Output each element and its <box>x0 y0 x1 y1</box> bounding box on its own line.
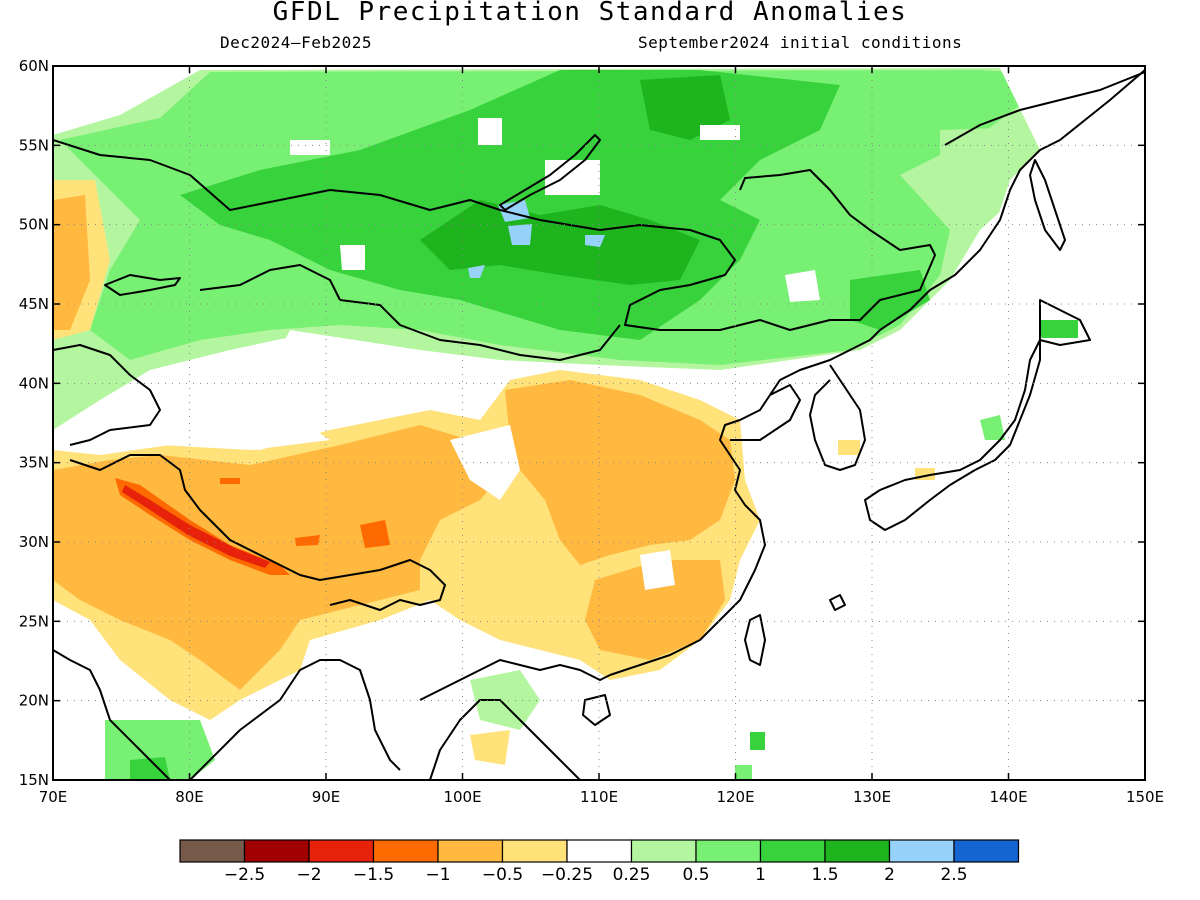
graticule <box>53 66 1145 780</box>
anomaly-region-neutral <box>478 118 502 145</box>
lat-tick-label: 55N <box>19 136 49 154</box>
anomaly-region-positive <box>470 670 540 730</box>
lon-tick-label: 90E <box>312 788 341 806</box>
axis-ticks: 15N 20N 25N 30N 35N 40N 45N 50N 55N 60N 70E 80E 90E 1… <box>19 57 1164 806</box>
anomaly-region-negative <box>295 535 320 546</box>
colorbar-swatch <box>759 839 826 863</box>
anomaly-region-positive <box>468 265 485 278</box>
lat-tick-label: 35N <box>19 454 49 472</box>
anomaly-region-neutral <box>275 340 298 365</box>
colorbar-swatch <box>372 839 439 863</box>
lat-tick-label: 60N <box>19 57 49 75</box>
lat-tick-label: 40N <box>19 374 49 392</box>
anomaly-region-neutral <box>700 125 740 140</box>
colorbar: −2.5 −2 −1.5 −1 −0.5 −0.25 0.25 0.5 1 1.5 2 2.5 <box>179 839 1020 885</box>
anomaly-region-neutral <box>450 425 520 500</box>
initial-conditions: September2024 initial conditions <box>638 33 963 52</box>
anomaly-region-positive <box>735 765 752 780</box>
colorbar-swatch <box>243 839 310 863</box>
anomaly-region-positive <box>420 200 700 285</box>
lat-tick-label: 50N <box>19 216 49 234</box>
anomaly-region-neutral <box>290 140 330 155</box>
lon-tick-label: 130E <box>853 788 891 806</box>
anomaly-region-positive <box>850 270 930 330</box>
anomaly-region-positive <box>508 224 532 245</box>
forecast-period: Dec2024–Feb2025 <box>220 33 372 52</box>
anomaly-region-positive <box>640 75 730 140</box>
anomaly-region-neutral <box>640 550 675 590</box>
anomaly-region-negative <box>53 425 505 690</box>
anomaly-region-negative <box>360 520 390 548</box>
colorbar-label: 1.5 <box>811 865 838 885</box>
anomaly-region-positive <box>750 732 765 750</box>
lat-tick-label: 30N <box>19 533 49 551</box>
colorbar-swatch <box>953 839 1020 863</box>
anomaly-region-neutral <box>270 330 440 380</box>
colorbar-swatch <box>630 839 697 863</box>
anomaly-region-negative <box>220 478 240 484</box>
map-title: GFDL Precipitation Standard Anomalies <box>272 0 908 27</box>
lon-tick-label: 100E <box>443 788 481 806</box>
anomaly-region-neutral <box>785 270 820 302</box>
lat-tick-label: 15N <box>19 771 49 789</box>
anomaly-region-negative <box>838 440 860 455</box>
colorbar-swatch <box>501 839 568 863</box>
colorbar-swatch <box>695 839 762 863</box>
colorbar-label: 0.25 <box>613 865 651 885</box>
anomaly-region-negative <box>585 560 725 660</box>
anomaly-region-positive <box>940 128 1000 160</box>
lat-tick-label: 20N <box>19 692 49 710</box>
colorbar-label: 0.5 <box>682 865 709 885</box>
lat-tick-label: 25N <box>19 612 49 630</box>
colorbar-label: −1.5 <box>353 865 394 885</box>
colorbar-swatch <box>179 839 246 863</box>
anomaly-region-neutral <box>700 68 1145 780</box>
anomaly-region-positive <box>980 415 1005 440</box>
lon-tick-label: 140E <box>989 788 1027 806</box>
colorbar-label: −1 <box>425 865 450 885</box>
colorbar-label: −2.5 <box>224 865 265 885</box>
anomaly-region-neutral <box>340 245 365 270</box>
colorbar-label: 2.5 <box>940 865 967 885</box>
colorbar-swatch <box>888 839 955 863</box>
anomaly-region-negative <box>122 485 270 568</box>
colorbar-swatch <box>308 839 375 863</box>
lon-tick-label: 120E <box>716 788 754 806</box>
colorbar-label: −0.25 <box>541 865 593 885</box>
colorbar-label: 2 <box>884 865 895 885</box>
colorbar-label: −2 <box>296 865 321 885</box>
anomaly-region-negative <box>505 380 735 565</box>
anomaly-region-positive <box>1040 320 1078 338</box>
anomaly-region-negative <box>53 195 90 330</box>
lon-tick-label: 80E <box>175 788 204 806</box>
colorbar-swatch <box>824 839 891 863</box>
colorbar-swatch <box>437 839 504 863</box>
anomaly-region-negative <box>470 730 510 765</box>
anomaly-region-neutral <box>110 400 330 450</box>
anomaly-region-neutral <box>545 160 600 195</box>
lon-tick-label: 70E <box>39 788 68 806</box>
lat-tick-label: 45N <box>19 295 49 313</box>
lon-tick-label: 110E <box>580 788 618 806</box>
colorbar-label: 1 <box>755 865 766 885</box>
anomaly-region-positive <box>130 757 170 780</box>
lon-tick-label: 150E <box>1126 788 1164 806</box>
colorbar-swatch <box>566 839 633 863</box>
anomaly-region-positive <box>585 235 605 247</box>
coastlines-and-borders <box>53 69 1145 780</box>
anomaly-region-negative <box>115 478 290 575</box>
colorbar-label: −0.5 <box>482 865 523 885</box>
